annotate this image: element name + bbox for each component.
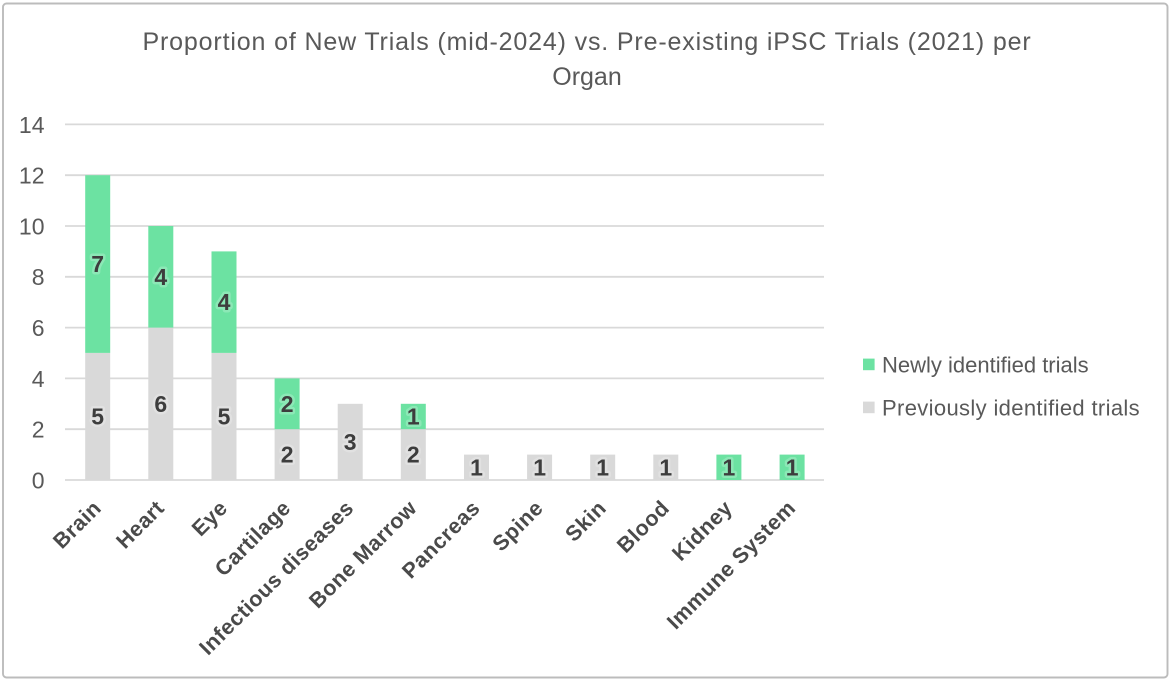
svg-text:6: 6 <box>32 315 45 341</box>
svg-text:Previously identified trials: Previously identified trials <box>882 395 1140 420</box>
svg-text:2: 2 <box>32 417 45 443</box>
svg-text:7: 7 <box>91 251 104 277</box>
svg-text:2: 2 <box>281 442 294 468</box>
svg-text:1: 1 <box>596 454 609 480</box>
svg-text:1: 1 <box>533 454 546 480</box>
svg-text:14: 14 <box>19 112 45 138</box>
svg-text:3: 3 <box>344 429 357 455</box>
svg-text:5: 5 <box>91 403 104 429</box>
svg-text:4: 4 <box>154 264 167 290</box>
svg-text:1: 1 <box>659 454 672 480</box>
svg-text:1: 1 <box>786 454 799 480</box>
svg-text:10: 10 <box>19 213 45 239</box>
svg-text:5: 5 <box>218 403 231 429</box>
svg-text:4: 4 <box>218 289 231 315</box>
svg-text:Organ: Organ <box>552 63 621 91</box>
svg-text:Proportion of New Trials (mid-: Proportion of New Trials (mid-2024) vs. … <box>142 28 1031 56</box>
svg-text:12: 12 <box>19 163 45 189</box>
svg-text:1: 1 <box>407 404 420 430</box>
svg-text:0: 0 <box>32 467 45 493</box>
svg-text:8: 8 <box>32 264 45 290</box>
svg-text:4: 4 <box>32 366 45 392</box>
svg-text:6: 6 <box>154 391 167 417</box>
svg-text:Newly identified trials: Newly identified trials <box>882 352 1089 377</box>
svg-text:2: 2 <box>407 442 420 468</box>
svg-text:2: 2 <box>281 391 294 417</box>
svg-text:1: 1 <box>723 454 736 480</box>
svg-text:1: 1 <box>470 454 483 480</box>
